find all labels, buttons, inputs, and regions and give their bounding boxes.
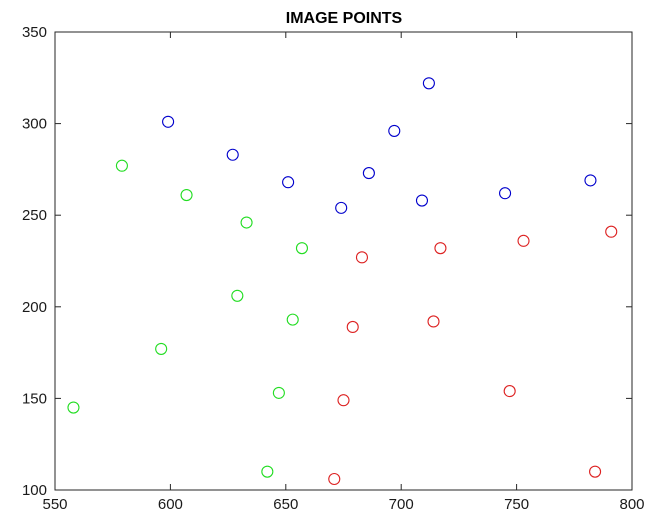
data-point xyxy=(240,216,253,229)
data-point xyxy=(115,159,128,172)
data-point xyxy=(67,401,80,414)
data-point xyxy=(295,242,309,255)
y-tick-label: 100 xyxy=(22,482,47,499)
data-point xyxy=(427,315,440,328)
series-1 xyxy=(67,159,309,478)
x-tick-label: 750 xyxy=(504,496,529,513)
y-tick-label: 350 xyxy=(22,24,47,41)
data-point xyxy=(286,313,299,326)
data-point xyxy=(272,386,285,399)
data-point xyxy=(499,187,512,200)
data-point xyxy=(231,289,244,302)
y-tick-label: 250 xyxy=(22,207,47,224)
x-tick-label: 600 xyxy=(158,496,183,513)
x-tick-label: 800 xyxy=(619,496,644,513)
data-point xyxy=(226,148,239,161)
data-point xyxy=(362,167,375,180)
data-point xyxy=(155,342,168,355)
plot-area xyxy=(55,32,632,490)
data-point xyxy=(335,201,348,214)
y-tick-label: 300 xyxy=(22,116,47,133)
x-tick-label: 650 xyxy=(273,496,298,513)
x-tick-label: 550 xyxy=(42,496,67,513)
x-tick-label: 700 xyxy=(389,496,414,513)
data-point xyxy=(605,225,618,238)
data-point xyxy=(422,77,435,90)
data-point xyxy=(517,234,530,247)
series-0 xyxy=(162,77,597,214)
data-point xyxy=(388,124,401,137)
data-point xyxy=(337,394,350,407)
data-point xyxy=(162,115,175,128)
y-tick-label: 200 xyxy=(22,299,47,316)
data-point xyxy=(589,465,602,478)
plot-frame xyxy=(54,31,633,491)
data-points xyxy=(67,77,618,486)
y-tick-label: 150 xyxy=(22,390,47,407)
data-point xyxy=(282,176,295,189)
data-point xyxy=(503,385,516,398)
data-point xyxy=(180,188,193,202)
data-point xyxy=(434,242,447,255)
data-point xyxy=(346,320,359,334)
chart-title: IMAGE POINTS xyxy=(286,10,403,27)
data-point xyxy=(355,251,369,264)
series-2 xyxy=(328,225,618,486)
data-point xyxy=(415,194,429,207)
data-point xyxy=(261,465,274,478)
data-point xyxy=(328,472,341,486)
data-point xyxy=(584,174,597,187)
